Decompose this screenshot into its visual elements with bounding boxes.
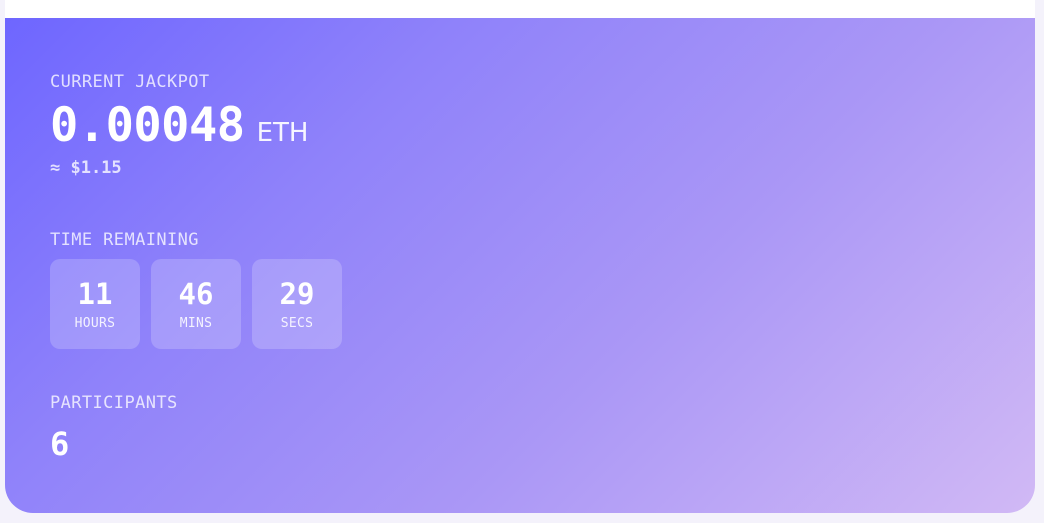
- jackpot-amount: 0.00048: [50, 98, 245, 153]
- countdown-seconds-value: 29: [279, 276, 315, 311]
- countdown: 11 HOURS 46 MINS 29 SECS: [50, 259, 342, 349]
- countdown-seconds: 29 SECS: [252, 259, 342, 349]
- countdown-hours-label: HOURS: [74, 315, 116, 331]
- countdown-minutes-value: 46: [178, 276, 214, 311]
- jackpot-section: CURRENT JACKPOT 0.00048 ETH ≈ $1.15: [50, 72, 308, 178]
- jackpot-label: CURRENT JACKPOT: [50, 72, 210, 92]
- time-remaining-label: TIME REMAINING: [50, 230, 199, 250]
- countdown-hours: 11 HOURS: [50, 259, 140, 349]
- countdown-hours-value: 11: [77, 276, 113, 311]
- jackpot-amount-row: 0.00048 ETH: [50, 100, 308, 152]
- participants-label: PARTICIPANTS: [50, 393, 178, 413]
- jackpot-card: CURRENT JACKPOT 0.00048 ETH ≈ $1.15 TIME…: [5, 18, 1035, 513]
- participants-section: PARTICIPANTS 6: [50, 393, 178, 461]
- countdown-minutes-label: MINS: [179, 315, 213, 331]
- countdown-seconds-label: SECS: [280, 315, 314, 331]
- jackpot-usd-estimate: ≈ $1.15: [50, 158, 122, 178]
- countdown-minutes: 46 MINS: [151, 259, 241, 349]
- time-remaining-section: TIME REMAINING 11 HOURS 46 MINS 29 SECS: [50, 230, 342, 349]
- participants-count: 6: [50, 425, 70, 463]
- top-strip: [5, 0, 1035, 18]
- jackpot-currency: ETH: [256, 118, 309, 148]
